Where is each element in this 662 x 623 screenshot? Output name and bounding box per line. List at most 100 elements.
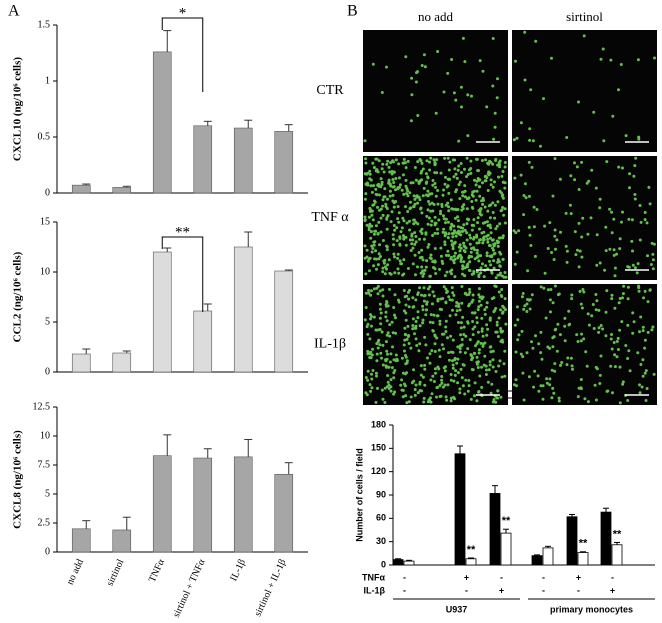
cell — [411, 238, 415, 242]
cell — [454, 190, 458, 194]
cell — [492, 266, 496, 270]
cell — [594, 186, 598, 190]
cell — [396, 186, 400, 190]
y-tick-label: 0 — [45, 187, 50, 198]
cell — [370, 324, 373, 328]
cell — [620, 220, 623, 224]
cell — [622, 284, 626, 288]
cell — [430, 192, 434, 196]
cell — [375, 352, 379, 356]
cell — [580, 255, 584, 259]
cell — [609, 337, 613, 341]
bar — [611, 544, 623, 566]
cell — [364, 192, 368, 196]
cell — [383, 187, 387, 191]
cell — [366, 322, 370, 326]
cell — [531, 346, 535, 350]
cell — [634, 156, 638, 160]
cell — [480, 159, 484, 162]
cell — [548, 377, 552, 381]
cell — [514, 378, 518, 382]
cell — [467, 293, 471, 296]
cell — [371, 218, 375, 222]
cell — [604, 225, 608, 229]
cell — [530, 340, 533, 344]
cell — [466, 320, 470, 324]
cell — [370, 190, 374, 194]
y-tick-label: 90 — [376, 489, 386, 499]
cell — [458, 350, 462, 354]
cell — [410, 76, 414, 80]
cell — [381, 213, 385, 217]
cell — [448, 314, 452, 318]
cell — [605, 289, 609, 293]
cell — [455, 301, 459, 304]
cell — [580, 306, 584, 310]
cell — [421, 269, 425, 273]
bar — [193, 125, 213, 194]
cell — [558, 333, 562, 337]
cell — [593, 383, 597, 387]
cell — [550, 251, 554, 254]
cell — [449, 334, 453, 338]
cell — [637, 286, 641, 290]
cell — [454, 207, 458, 211]
cell — [494, 159, 498, 162]
bar — [531, 555, 543, 566]
cell — [454, 369, 458, 373]
cell — [468, 290, 472, 294]
cell — [638, 330, 641, 334]
cell — [632, 320, 636, 324]
cell — [482, 275, 486, 279]
cell — [381, 363, 385, 367]
cell — [416, 222, 420, 226]
cell — [473, 381, 477, 385]
cell — [435, 395, 438, 399]
cell — [389, 385, 393, 389]
cell — [401, 395, 405, 399]
cell — [458, 387, 462, 391]
cell — [489, 350, 493, 354]
cell — [374, 249, 378, 253]
cell — [446, 383, 450, 387]
cell — [486, 240, 490, 244]
cell — [451, 366, 455, 370]
cell — [404, 55, 408, 59]
cell — [475, 189, 479, 193]
cell — [428, 320, 432, 324]
cell — [500, 375, 504, 379]
cell — [421, 321, 425, 325]
y-tick-label: 15 — [40, 216, 50, 227]
cell — [466, 172, 470, 176]
cell — [549, 288, 553, 291]
cell — [410, 93, 414, 97]
cell — [499, 308, 502, 312]
cell — [438, 319, 442, 323]
cell — [430, 392, 434, 396]
cell — [450, 272, 453, 276]
cell — [613, 306, 617, 310]
cell — [501, 170, 505, 173]
cell — [363, 244, 367, 248]
cell — [497, 316, 501, 320]
cell — [485, 234, 489, 238]
cell — [537, 389, 541, 393]
cell — [514, 231, 518, 235]
cell — [391, 199, 395, 203]
cell — [375, 374, 378, 378]
cell — [597, 326, 601, 330]
cell — [630, 218, 634, 222]
cell — [645, 221, 649, 225]
cell — [414, 326, 418, 330]
cell — [467, 218, 471, 221]
cell — [404, 362, 408, 366]
cell — [429, 209, 433, 213]
cell — [378, 289, 382, 293]
cell — [407, 400, 411, 404]
cell — [458, 391, 462, 395]
cell — [494, 276, 498, 280]
cell — [384, 315, 388, 319]
cell — [490, 382, 494, 386]
cell — [381, 270, 385, 274]
cell — [423, 335, 427, 339]
